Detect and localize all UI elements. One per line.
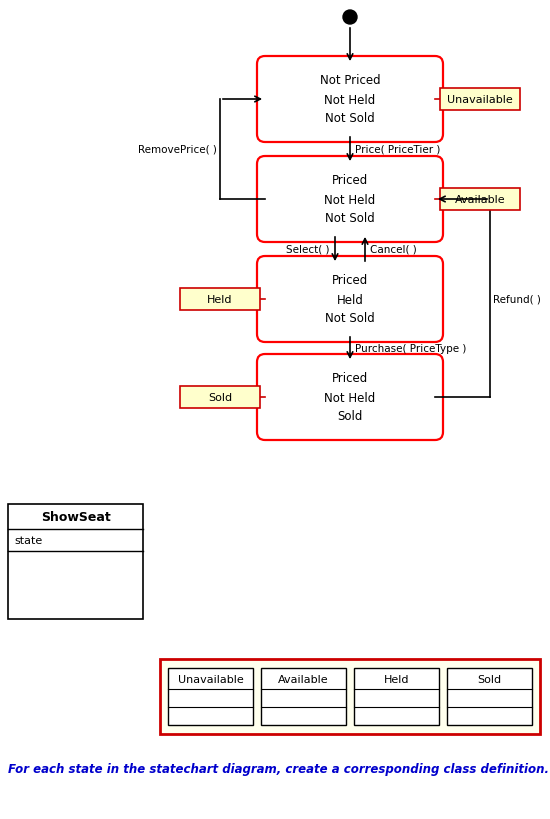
- Bar: [261, 668, 346, 725]
- Bar: [8, 505, 143, 619]
- FancyBboxPatch shape: [257, 355, 443, 441]
- Text: Held: Held: [384, 674, 409, 684]
- Text: state: state: [14, 536, 42, 545]
- FancyBboxPatch shape: [257, 256, 443, 342]
- Text: Refund( ): Refund( ): [493, 294, 541, 304]
- Text: For each state in the statechart diagram, create a corresponding class definitio: For each state in the statechart diagram…: [8, 762, 549, 776]
- Text: Available: Available: [455, 195, 505, 205]
- Text: Held: Held: [207, 295, 233, 305]
- Text: Price( PriceTier ): Price( PriceTier ): [355, 145, 441, 155]
- FancyBboxPatch shape: [257, 57, 443, 143]
- Text: Not Priced
Not Held
Not Sold: Not Priced Not Held Not Sold: [320, 75, 380, 125]
- Text: Purchase( PriceType ): Purchase( PriceType ): [355, 344, 466, 354]
- Text: ShowSeat: ShowSeat: [41, 510, 111, 523]
- Text: Unavailable: Unavailable: [447, 95, 513, 105]
- Bar: [180, 288, 260, 310]
- Text: Sold: Sold: [208, 392, 232, 402]
- Circle shape: [343, 11, 357, 25]
- Text: Priced
Not Held
Sold: Priced Not Held Sold: [324, 372, 376, 423]
- Text: Sold: Sold: [477, 674, 502, 684]
- Text: RemovePrice( ): RemovePrice( ): [138, 145, 217, 155]
- Bar: [354, 668, 439, 725]
- Text: Priced
Held
Not Sold: Priced Held Not Sold: [325, 274, 375, 325]
- Bar: [440, 188, 520, 210]
- Bar: [168, 668, 253, 725]
- Bar: [440, 89, 520, 111]
- Bar: [160, 659, 540, 734]
- Text: Available: Available: [278, 674, 329, 684]
- Bar: [180, 387, 260, 409]
- Text: Cancel( ): Cancel( ): [370, 245, 417, 255]
- Text: Select( ): Select( ): [287, 245, 330, 255]
- Text: Unavailable: Unavailable: [178, 674, 243, 684]
- Text: Priced
Not Held
Not Sold: Priced Not Held Not Sold: [324, 174, 376, 225]
- FancyBboxPatch shape: [257, 156, 443, 242]
- Bar: [447, 668, 532, 725]
